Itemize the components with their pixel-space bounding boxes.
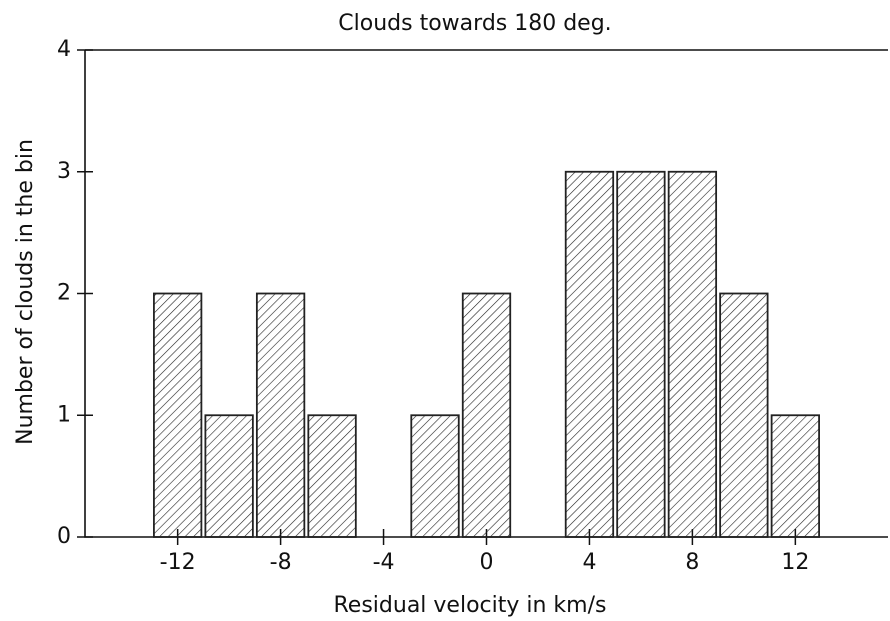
x-tick-label: 4	[582, 550, 596, 575]
bar	[153, 292, 203, 538]
x-tick-label: -4	[373, 550, 395, 575]
y-tick-label: 1	[57, 402, 71, 427]
y-tick-label: 3	[57, 159, 71, 184]
x-tick-label: -12	[160, 550, 196, 575]
bar	[410, 414, 460, 538]
bar	[564, 170, 615, 538]
y-tick-label: 0	[57, 524, 71, 549]
x-tick-label: -8	[270, 550, 292, 575]
y-axis-label: Number of clouds in the bin	[13, 139, 38, 445]
x-tick-label: 0	[480, 550, 494, 575]
chart-title: Clouds towards 180 deg.	[338, 11, 611, 36]
y-tick-label: 4	[57, 37, 71, 62]
bar	[461, 292, 512, 538]
bar	[770, 414, 820, 538]
y-tick-label: 2	[57, 281, 71, 306]
bar	[255, 292, 306, 538]
bar	[307, 414, 357, 538]
bar	[719, 292, 769, 538]
x-axis-label: Residual velocity in km/s	[334, 593, 607, 618]
x-tick-label: 8	[685, 550, 699, 575]
x-tick-label: 12	[781, 550, 809, 575]
bar	[616, 170, 666, 538]
bar	[667, 170, 718, 538]
bar	[204, 414, 254, 538]
